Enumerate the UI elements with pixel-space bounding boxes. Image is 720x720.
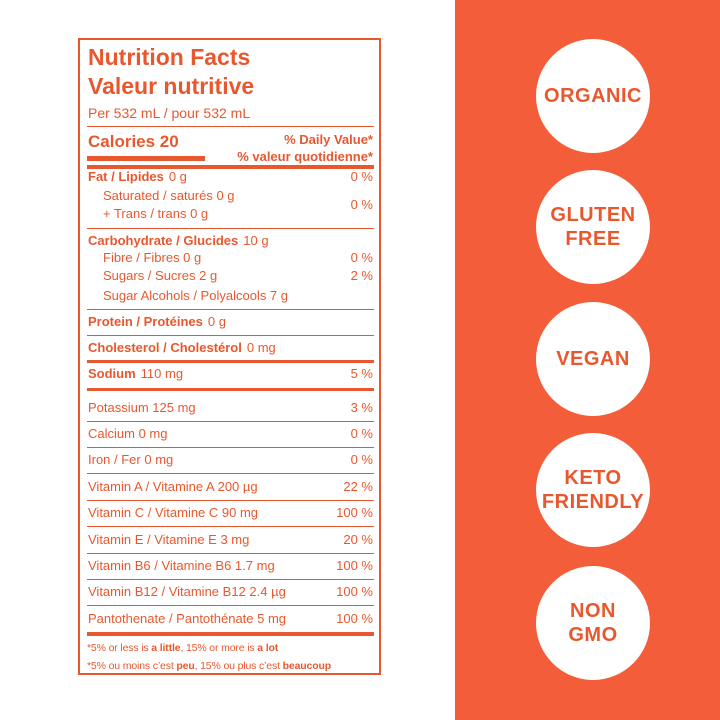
daily-value: 0 % (350, 197, 373, 212)
daily-value: 0 % (350, 452, 373, 467)
nutrient: Vitamin E / Vitamine E 3 mg (88, 532, 250, 547)
footnote-part: , 15% or more is (180, 642, 258, 654)
nutrient: Cholesterol / Cholestérol 0 mg (88, 339, 276, 357)
badge-text: KETO (564, 467, 622, 489)
nutrient: Vitamin C / Vitamine C 90 mg (88, 505, 259, 520)
nutrient: Calcium 0 mg (88, 426, 168, 441)
rule (87, 421, 374, 422)
daily-value: 2 % (350, 268, 373, 283)
badge-text: VEGAN (556, 348, 630, 370)
nutrient: Iron / Fer 0 mg (88, 452, 174, 467)
rule (87, 553, 374, 554)
footnote-part: *5% ou moins c’est (87, 660, 177, 672)
calorie-bar (87, 156, 205, 161)
nutrient: Fat / Lipides 0 g (88, 168, 187, 186)
footnote-part: beaucoup (282, 660, 332, 672)
rule (87, 388, 374, 391)
serving: Per 532 mL / pour 532 mL (88, 105, 251, 121)
daily-value: 100 % (336, 558, 373, 573)
footnote: *5% or less is a little, 15% or more is … (87, 640, 278, 656)
rule (87, 500, 374, 501)
nutrient: + Trans / trans 0 g (103, 206, 209, 221)
footnote-part: a little (151, 642, 181, 654)
nutrient-name: Fat / Lipides (88, 169, 164, 184)
badge-text: FREE (565, 228, 621, 250)
footnote-part: peu (176, 660, 195, 672)
rule (87, 228, 374, 229)
badge-text: GLUTEN (550, 204, 636, 226)
daily-value: 0 % (350, 169, 373, 184)
nutrient: Saturated / saturés 0 g (103, 188, 235, 203)
nutrient-name: Protein / Protéines (88, 314, 203, 329)
badge: VEGAN (536, 302, 650, 416)
rule (87, 447, 374, 448)
nutrient-amount: 0 g (207, 314, 226, 329)
nutrient: Vitamin B12 / Vitamine B12 2.4 µg (88, 584, 286, 599)
dv-fr: % valeur quotidienne* (237, 149, 373, 164)
rule (87, 473, 374, 474)
badge: NON GMO (536, 566, 650, 680)
footnote-part: , 15% ou plus c’est (194, 660, 283, 672)
nutrient-amount: 0 g (168, 169, 187, 184)
rule (87, 605, 374, 606)
badge: KETO FRIENDLY (536, 433, 650, 547)
footnote-part: a lot (257, 642, 279, 654)
title-en: Nutrition Facts (88, 44, 251, 70)
nutrient: Sugars / Sucres 2 g (103, 268, 218, 283)
nutrient: Pantothenate / Pantothénate 5 mg (88, 611, 287, 626)
label-box (78, 38, 381, 675)
title-fr: Valeur nutritive (88, 73, 255, 99)
rule (87, 632, 374, 636)
daily-value: 100 % (336, 505, 373, 520)
nutrient-name: Sodium (88, 366, 136, 381)
daily-value: 0 % (350, 426, 373, 441)
nutrient: Sodium 110 mg (88, 365, 183, 383)
rule (87, 309, 374, 310)
footnote-part: *5% or less is (87, 642, 152, 654)
rule (87, 126, 374, 127)
nutrient: Potassium 125 mg (88, 400, 196, 415)
nutrient-name: Cholesterol / Cholestérol (88, 340, 242, 355)
daily-value: 22 % (343, 479, 373, 494)
nutrient-name: Carbohydrate / Glucides (88, 233, 239, 248)
badge: GLUTEN FREE (536, 170, 650, 284)
badge-text: GMO (568, 624, 618, 646)
badge: ORGANIC (536, 39, 650, 153)
nutrient-amount: 110 mg (140, 366, 184, 381)
nutrient: Carbohydrate / Glucides 10 g (88, 232, 269, 250)
daily-value: 100 % (336, 584, 373, 599)
daily-value: 5 % (350, 366, 373, 381)
daily-value: 20 % (343, 532, 373, 547)
nutrient: Vitamin A / Vitamine A 200 µg (88, 479, 258, 494)
daily-value: 100 % (336, 611, 373, 626)
footnote: *5% ou moins c’est peu, 15% ou plus c’es… (87, 658, 331, 674)
nutrient-amount: 0 mg (246, 340, 276, 355)
nutrient: Vitamin B6 / Vitamine B6 1.7 mg (88, 558, 275, 573)
nutrient-amount: 10 g (243, 233, 269, 248)
rule (87, 579, 374, 580)
rule (87, 526, 374, 527)
calories: Calories 20 (88, 132, 179, 151)
rule (87, 360, 374, 363)
badge-text: ORGANIC (544, 85, 642, 107)
nutrient: Fibre / Fibres 0 g (103, 250, 202, 265)
nutrient: Protein / Protéines 0 g (88, 313, 226, 331)
daily-value: 3 % (350, 400, 373, 415)
nutrient: Sugar Alcohols / Polyalcools 7 g (103, 288, 288, 303)
thick-rule (87, 165, 374, 169)
badge-text: FRIENDLY (541, 491, 645, 513)
rule (87, 335, 374, 336)
dv-en: % Daily Value* (284, 132, 373, 147)
daily-value: 0 % (350, 250, 373, 265)
badge-text: NON (570, 600, 616, 622)
